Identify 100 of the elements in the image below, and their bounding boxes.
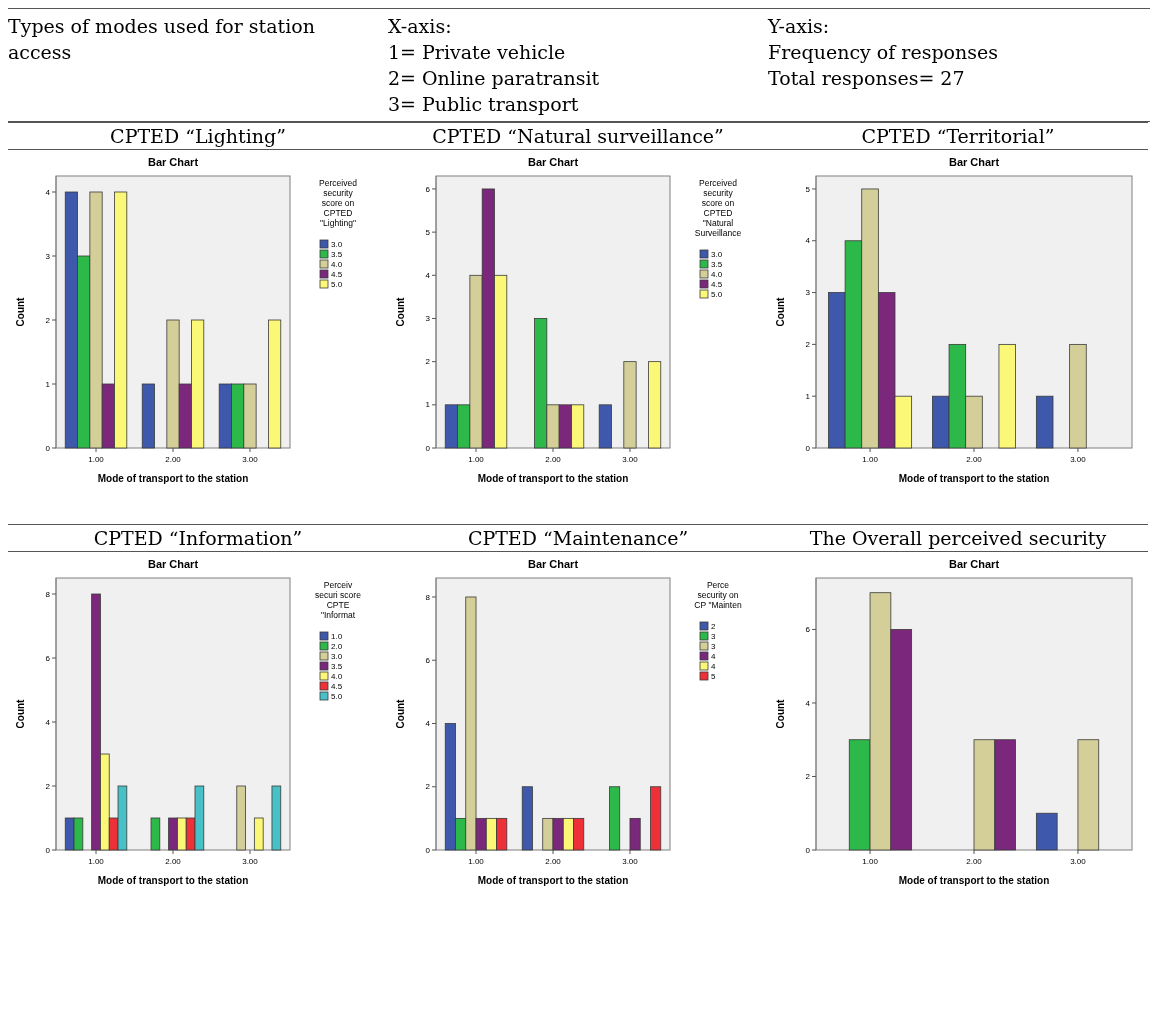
bar <box>150 817 161 851</box>
chart-subtitle: Bar Chart <box>147 558 199 570</box>
legend-title: Perce security on CP "Mainten <box>694 580 742 610</box>
legend-label: 4.5 <box>711 280 723 289</box>
chart-title: The Overall perceived security <box>768 525 1148 552</box>
y-axis-title: Count <box>395 296 406 327</box>
legend-label: 4.0 <box>331 260 343 269</box>
x-axis-title: Mode of transport to the station <box>97 875 249 886</box>
x-tick-label: 1.00 <box>468 857 485 866</box>
chart-subtitle: Bar Chart <box>527 156 579 168</box>
bar <box>629 817 641 851</box>
x-tick-label: 3.00 <box>242 857 259 866</box>
y-tick-label: 6 <box>45 653 51 663</box>
y-tick-label: 4 <box>805 236 811 246</box>
y-tick-label: 8 <box>425 592 431 602</box>
x-tick-label: 2.00 <box>966 455 983 464</box>
legend-label: 3.0 <box>331 240 343 249</box>
x-tick-label: 1.00 <box>88 857 105 866</box>
x-tick-label: 1.00 <box>88 455 105 464</box>
y-tick-label: 4 <box>45 187 51 197</box>
x-tick-label: 3.00 <box>242 455 259 464</box>
x-tick-label: 2.00 <box>165 857 182 866</box>
legend-label: 5 <box>711 672 716 681</box>
y-axis-title: Count <box>395 698 406 729</box>
chart-subtitle: Bar Chart <box>147 156 199 168</box>
bar <box>521 786 533 851</box>
bar <box>1069 343 1087 449</box>
chart-title: CPTED “Lighting” <box>8 123 388 150</box>
bar <box>141 383 155 449</box>
chart-subtitle: Bar Chart <box>527 558 579 570</box>
chart-title: CPTED “Maintenance” <box>388 525 768 552</box>
legend-label: 4 <box>711 662 716 671</box>
y-tick-label: 4 <box>425 719 431 729</box>
y-tick-label: 1 <box>45 379 51 389</box>
chart-title: CPTED “Natural surveillance” <box>388 123 768 150</box>
y-tick-label: 5 <box>425 227 431 237</box>
y-axis-title: Count <box>775 698 786 729</box>
legend-label: 4.5 <box>331 270 343 279</box>
chart-subtitle: Bar Chart <box>948 156 1000 168</box>
legend-label: 4 <box>711 652 716 661</box>
y-tick-label: 5 <box>805 184 811 194</box>
x-tick-label: 2.00 <box>545 455 562 464</box>
y-tick-label: 2 <box>425 782 431 792</box>
legend-label: 2.0 <box>331 642 343 651</box>
bar <box>623 361 637 449</box>
legend-label: 4.5 <box>331 682 343 691</box>
bar <box>1035 812 1058 851</box>
y-tick-label: 3 <box>425 314 431 324</box>
y-tick-label: 3 <box>805 288 811 298</box>
y-tick-label: 2 <box>45 315 51 325</box>
bar <box>1035 395 1054 449</box>
y-tick-label: 0 <box>45 845 51 855</box>
y-axis-title: Count <box>15 698 26 729</box>
chart-title: CPTED “Territorial” <box>768 123 1148 150</box>
y-axis-title: Count <box>775 296 786 327</box>
legend-label: 5.0 <box>711 290 723 299</box>
x-axis-title: Mode of transport to the station <box>898 875 1050 886</box>
x-tick-label: 1.00 <box>862 857 879 866</box>
legend-label: 4.0 <box>331 672 343 681</box>
legend-label: 3.0 <box>711 250 723 259</box>
legend-label: 3.0 <box>331 652 343 661</box>
y-tick-label: 4 <box>45 717 51 727</box>
y-tick-label: 0 <box>45 443 51 453</box>
x-tick-label: 2.00 <box>966 857 983 866</box>
x-axis-title: Mode of transport to the station <box>97 473 249 484</box>
x-tick-label: 3.00 <box>622 455 639 464</box>
legend-title: Perceived security score on CPTED "Natural Surveillance <box>694 178 742 238</box>
x-tick-label: 3.00 <box>1070 857 1087 866</box>
x-tick-label: 2.00 <box>165 455 182 464</box>
legend-label: 3 <box>711 632 716 641</box>
y-tick-label: 3 <box>45 251 51 261</box>
text: Types of modes used for station access <box>8 14 316 65</box>
x-axis-title: Mode of transport to the station <box>898 473 1050 484</box>
y-tick-label: 2 <box>425 357 431 367</box>
y-tick-label: 4 <box>425 270 431 280</box>
x-axis-title: Mode of transport to the station <box>477 473 629 484</box>
legend-label: 1.0 <box>331 632 343 641</box>
bar <box>998 343 1016 449</box>
bar <box>236 785 246 851</box>
text: X-axis: 1= Private vehicle 2= Online paratransit 3= Public transport <box>388 14 601 117</box>
bar <box>609 786 621 851</box>
legend-label: 5.0 <box>331 280 343 289</box>
legend-title: Perceiv securi score CPTE "Informat <box>315 580 362 620</box>
y-tick-label: 4 <box>805 698 811 708</box>
y-tick-label: 2 <box>805 339 811 349</box>
bar <box>650 786 662 851</box>
x-tick-label: 1.00 <box>468 455 485 464</box>
legend-title: Perceived security score on CPTED "Lighting" <box>319 178 358 228</box>
legend-label: 4.0 <box>711 270 723 279</box>
y-tick-label: 6 <box>805 625 811 635</box>
y-tick-label: 2 <box>805 772 811 782</box>
y-tick-label: 0 <box>425 845 431 855</box>
bar <box>268 319 282 449</box>
bar <box>1077 739 1100 851</box>
x-tick-label: 3.00 <box>1070 455 1087 464</box>
x-tick-label: 2.00 <box>545 857 562 866</box>
x-tick-label: 1.00 <box>862 455 879 464</box>
legend-label: 3 <box>711 642 716 651</box>
y-tick-label: 1 <box>425 400 431 410</box>
text: Y-axis: Frequency of responses Total responses= 27 <box>768 14 999 91</box>
